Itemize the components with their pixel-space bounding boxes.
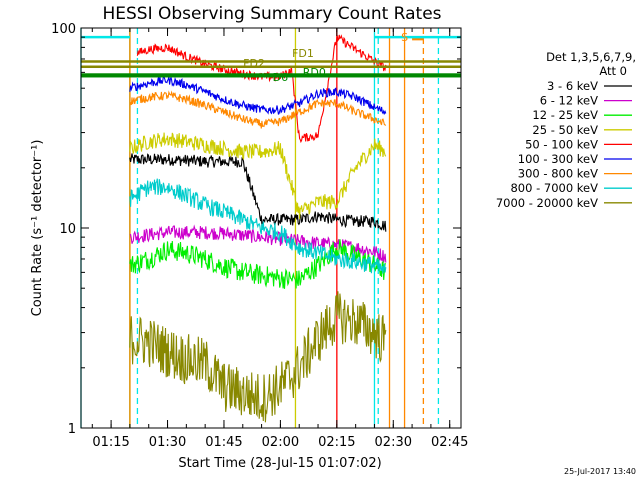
x-axis-label: Start Time (28-Jul-15 01:07:02) — [178, 456, 381, 471]
legend-label: 12 - 25 keV — [532, 108, 598, 122]
y-tick-label: 1 — [68, 422, 76, 437]
legend-header-line-2: Att 0 — [599, 64, 627, 78]
chart-title: HESSI Observing Summary Count Rates — [102, 4, 441, 24]
x-tick-label: 01:45 — [205, 435, 242, 450]
series-line — [129, 224, 387, 263]
legend-label: 100 - 300 keV — [518, 152, 598, 166]
legend-label: 25 - 50 keV — [532, 123, 598, 137]
legend-label: 6 - 12 keV — [540, 94, 598, 108]
x-tick-label: 02:00 — [262, 435, 299, 450]
series-line — [129, 178, 387, 274]
legend-label: 300 - 800 keV — [518, 167, 598, 181]
legend-label: 50 - 100 keV — [525, 137, 598, 151]
series-line — [129, 291, 387, 423]
x-tick-label: 02:30 — [375, 435, 412, 450]
x-tick-label: 02:45 — [431, 435, 468, 450]
x-tick-label: 02:15 — [318, 435, 355, 450]
flag-label: S — [401, 31, 408, 44]
legend-label: 7000 - 20000 keV — [496, 196, 598, 210]
footer-date: 25-Jul-2017 13:40 — [564, 467, 636, 476]
series-line — [129, 153, 387, 232]
x-tick-label: 01:15 — [92, 435, 129, 450]
y-tick-label: 100 — [51, 22, 76, 37]
legend-header-line-1: Det 1,3,5,6,7,9, — [546, 50, 636, 64]
plot-area: FD1 FD2 D6 RD0 S — [80, 28, 461, 428]
axis-ticks: 01:15 01:30 01:45 02:00 02:15 02:30 02:45 1 10 10… — [51, 22, 468, 450]
series-line — [129, 74, 387, 116]
x-tick-label: 01:30 — [149, 435, 186, 450]
series-line — [129, 90, 387, 129]
y-axis-label: Count Rate (s⁻¹ detector⁻¹) — [30, 140, 45, 317]
flag-label: RD0 — [303, 66, 326, 79]
legend-label: 800 - 7000 keV — [510, 181, 598, 195]
flag-label: FD2 — [243, 57, 265, 70]
flag-label: D6 — [273, 71, 288, 84]
legend-label: 3 - 6 keV — [547, 79, 598, 93]
flag-label: FD1 — [292, 47, 314, 60]
series-line — [129, 239, 386, 289]
series-line — [129, 132, 387, 220]
y-tick-label: 10 — [59, 222, 76, 237]
